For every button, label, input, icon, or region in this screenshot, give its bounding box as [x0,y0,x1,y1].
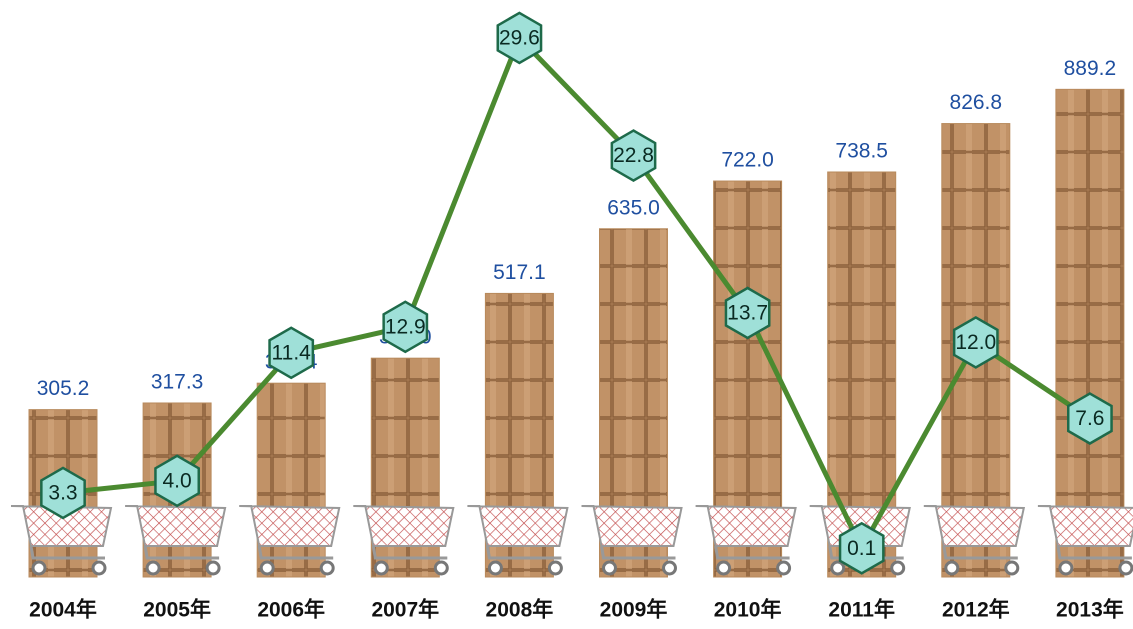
cart-basket [695,505,797,547]
x-tick-label: 2011年 [828,598,895,622]
x-tick-label: 2004年 [29,598,97,622]
x-tick-label: 2006年 [257,598,325,622]
cart-basket [1037,505,1133,547]
x-tick-label: 2013年 [1056,598,1124,622]
line-value-label: 7.6 [1075,407,1104,430]
line-marker [496,11,543,65]
bar-value-label: 826.8 [950,91,1003,114]
x-tick-label: 2008年 [486,598,554,622]
cart [239,505,341,576]
cart-wheel [830,560,846,576]
bar-value-label: 722.0 [721,149,774,172]
cart-frame [942,545,1018,560]
cart-frame [600,545,676,560]
cart [695,505,797,576]
bar-value-label: 635.0 [607,196,660,219]
bar-value-label: 517.1 [493,261,546,284]
cart [1037,505,1133,576]
cart-frame [1056,545,1132,560]
cart-wheel [602,560,617,576]
cart-basket [467,505,569,547]
x-tick-label: 2007年 [371,598,439,622]
cart-frame [371,545,448,560]
cart-wheel [487,560,503,576]
line-value-label: 11.4 [272,341,312,364]
line-value-label: 22.8 [613,144,654,167]
cart-frame [143,545,220,560]
cart [467,505,569,576]
line-marker [268,326,315,380]
cart [353,505,455,576]
cart [10,505,113,576]
cart-wheel [319,560,335,576]
cart-wheel [547,560,563,576]
cart [923,505,1026,576]
cart-wheel [1118,560,1133,576]
line-value-label: 13.7 [727,302,768,325]
cart-wheel [944,560,960,576]
cart [125,505,227,576]
cart-basket [581,505,683,547]
line-marker [382,300,429,354]
line-marker [610,129,657,183]
cart-basket [239,505,341,547]
bar [256,382,326,578]
x-tick-label: 2012年 [942,598,1010,622]
cart-wheel [145,560,161,576]
cart-wheel [31,560,47,576]
line-marker [1066,392,1113,445]
cart-wheel [1004,560,1020,576]
cart-wheel [890,560,906,576]
line-value-label: 12.9 [385,315,426,338]
line-marker [154,454,201,508]
line [62,35,1092,551]
x-tick-label: 2009年 [600,598,668,622]
line-value-label: 0.1 [847,537,876,560]
cart-frame [29,545,105,560]
cart-frame [485,545,562,560]
x-tick-label: 2010年 [714,598,782,622]
cart-wheel [259,560,275,576]
line-marker [724,286,771,340]
bar-value-label: 889.2 [1064,57,1117,80]
line-value-label: 29.6 [499,26,540,49]
cart-wheel [716,560,732,576]
cart-wheel [205,560,221,576]
cart-basket [125,505,227,547]
bar-value-label: 305.2 [37,377,90,400]
cart-wheel [433,560,449,576]
line-value-label: 12.0 [955,331,996,354]
line-value-label: 4.0 [162,469,191,492]
cart-basket [353,505,455,547]
bar [1055,88,1125,578]
cart-wheel [662,560,677,576]
bar-value-label: 317.3 [151,371,204,394]
cart [581,505,683,576]
line-marker [40,466,86,520]
line-marker [952,315,999,369]
x-tick-label: 2005年 [143,598,211,622]
cart-wheel [776,560,792,576]
cart-wheel [373,560,389,576]
cart-frame [257,545,334,560]
line-marker [838,521,885,575]
cart-wheel [1058,560,1074,576]
cart-basket [10,505,113,547]
cart-basket [923,505,1026,547]
bar-value-label: 738.5 [835,140,888,163]
cart-wheel [91,560,107,576]
cart-frame [714,545,790,560]
line-value-label: 3.3 [48,481,77,504]
